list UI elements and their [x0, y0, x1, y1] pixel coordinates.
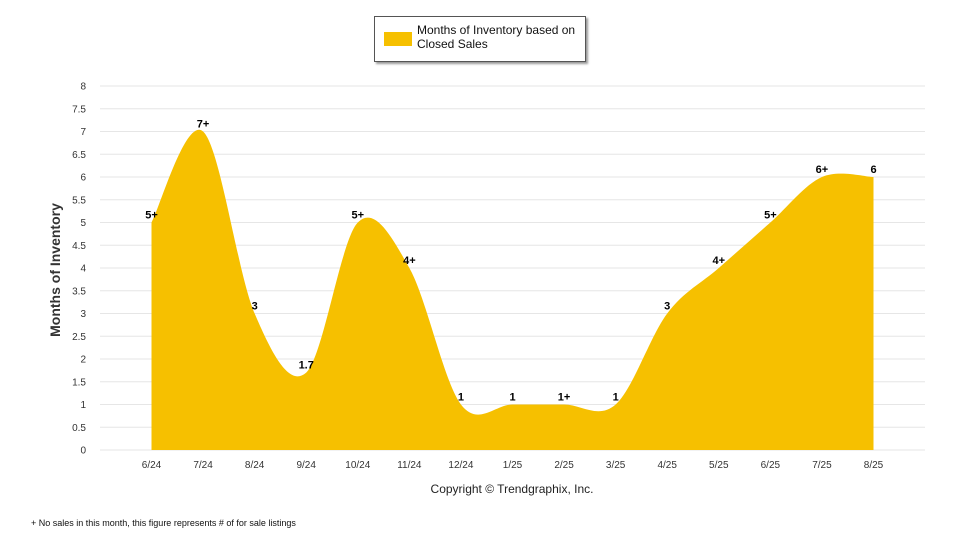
y-tick-label: 5.5 [72, 195, 86, 206]
x-tick-label: 2/25 [554, 460, 574, 471]
y-tick-label: 7 [80, 127, 86, 138]
x-tick-label: 3/25 [606, 460, 626, 471]
data-label: 1 [613, 392, 619, 404]
y-axis-label: Months of Inventory [47, 203, 63, 337]
y-tick-label: 1 [80, 400, 86, 411]
data-labels: 5+ 7+ 3 1.7 5+ 4+ 1 1 1+ 1 3 4+ 5+ 6+ 6 [145, 119, 876, 404]
data-label: 1+ [558, 392, 571, 404]
x-tick-label: 11/24 [397, 460, 422, 471]
x-tick-label: 6/25 [761, 460, 781, 471]
x-tick-label: 8/24 [245, 460, 265, 471]
y-tick-label: 6 [80, 173, 86, 184]
y-tick-label: 0 [80, 446, 86, 457]
data-label: 3 [252, 301, 258, 313]
data-label: 4+ [713, 255, 726, 267]
x-tick-label: 1/25 [503, 460, 523, 471]
x-tick-label: 12/24 [448, 460, 473, 471]
y-tick-label: 3.5 [72, 286, 86, 297]
x-tick-label: 5/25 [709, 460, 729, 471]
y-tick-label: 2 [80, 355, 86, 366]
x-tick-label: 7/25 [812, 460, 832, 471]
x-tick-label: 10/24 [345, 460, 370, 471]
x-tick-labels: 6/24 7/24 8/24 9/24 10/24 11/24 12/24 1/25 2/25 3… [142, 460, 884, 471]
data-label: 5+ [764, 210, 777, 222]
data-label: 3 [664, 301, 670, 313]
y-tick-label: 6.5 [72, 150, 86, 161]
x-tick-label: 9/24 [296, 460, 316, 471]
y-tick-label: 1.5 [72, 377, 86, 388]
x-tick-label: 4/25 [657, 460, 677, 471]
x-tick-label: 8/25 [864, 460, 884, 471]
y-tick-label: 3 [80, 309, 86, 320]
series-area [151, 129, 874, 450]
legend: Months of Inventory based on Closed Sale… [374, 16, 586, 62]
y-tick-label: 4 [80, 264, 86, 275]
data-label: 1.7 [299, 360, 314, 372]
y-tick-label: 5 [80, 218, 86, 229]
legend-swatch [384, 32, 412, 46]
y-tick-labels: 0 0.5 1 1.5 2 2.5 3 3.5 4 4.5 5 5.5 6 6.5 7 7.5 8 [72, 82, 86, 457]
data-label: 5+ [145, 210, 158, 222]
data-label: 6+ [816, 164, 829, 176]
y-tick-label: 2.5 [72, 332, 86, 343]
footnote: + No sales in this month, this figure re… [31, 518, 296, 528]
data-label: 6 [870, 164, 876, 176]
data-label: 1 [509, 392, 515, 404]
data-label: 1 [458, 392, 464, 404]
data-label: 4+ [403, 255, 416, 267]
legend-label: Months of Inventory based on Closed Sale… [417, 23, 576, 51]
y-tick-label: 0.5 [72, 423, 86, 434]
data-label: 7+ [197, 119, 210, 131]
copyright-caption: Copyright © Trendgraphix, Inc. [431, 482, 594, 496]
y-tick-label: 7.5 [72, 104, 86, 115]
data-label: 5+ [352, 210, 365, 222]
y-tick-label: 8 [80, 82, 86, 93]
y-tick-label: 4.5 [72, 241, 86, 252]
x-tick-label: 7/24 [193, 460, 213, 471]
x-tick-label: 6/24 [142, 460, 162, 471]
